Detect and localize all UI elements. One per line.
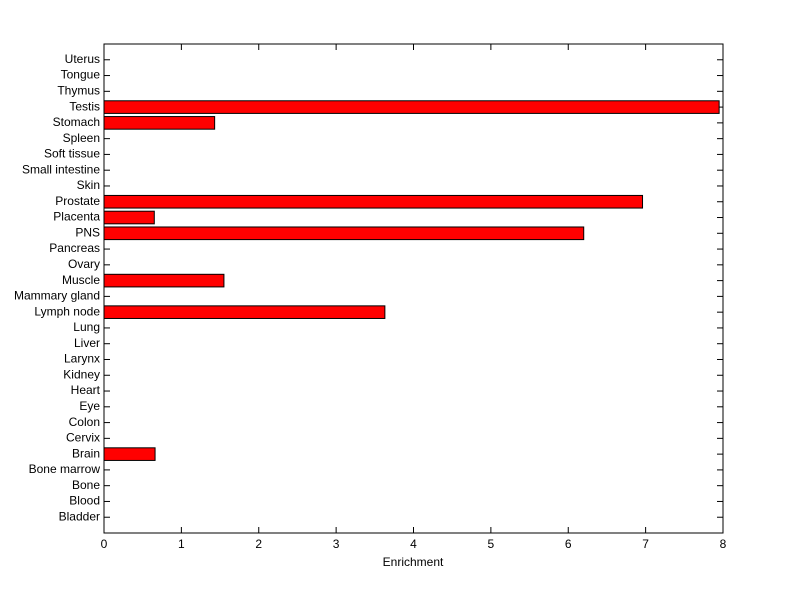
y-tick-label: Uterus [65,52,100,66]
y-tick-label: Eye [79,399,100,413]
y-tick-label: Spleen [63,131,100,145]
y-tick-label: Soft tissue [44,147,100,161]
y-tick-label: Testis [69,99,100,113]
bar [103,210,155,225]
y-tick-label: Prostate [55,194,100,208]
x-tick-label: 1 [178,537,185,551]
x-tick-label: 2 [255,537,262,551]
bar [103,226,585,241]
y-tick-label: Bone marrow [29,462,101,476]
y-tick-label: Placenta [53,210,100,224]
x-tick-label: 0 [101,537,108,551]
y-tick-label: Small intestine [22,162,100,176]
y-tick-label: Brain [72,446,100,460]
y-tick-label: Tongue [61,68,101,82]
y-tick-label: Heart [71,383,101,397]
y-tick-label: Lung [73,320,100,334]
y-tick-label: Pancreas [49,241,100,255]
x-tick-label: 4 [410,537,417,551]
y-tick-label: Cervix [66,431,100,445]
y-tick-label: PNS [75,225,100,239]
bar [103,100,720,114]
x-tick-label: 5 [488,537,495,551]
y-tick-label: Colon [69,415,100,429]
y-tick-label: Bone [72,478,100,492]
x-tick-label: 6 [565,537,572,551]
bar [103,194,644,209]
bar [103,447,156,461]
y-tick-label: Liver [74,336,100,350]
y-tick-label: Kidney [63,367,100,381]
x-axis-label: Enrichment [383,555,444,569]
bar [103,305,386,319]
y-tick-label: Bladder [59,509,100,523]
bar [103,116,216,130]
x-tick-label: 7 [642,537,649,551]
y-tick-label: Muscle [62,273,100,287]
y-tick-label: Blood [69,494,100,508]
y-tick-label: Larynx [64,352,100,366]
y-tick-label: Lymph node [34,304,100,318]
y-tick-label: Thymus [57,83,100,97]
x-tick-label: 3 [333,537,340,551]
bar [103,273,225,288]
x-tick-label: 8 [720,537,727,551]
y-tick-label: Mammary gland [14,289,100,303]
y-tick-label: Ovary [68,257,100,271]
y-tick-label: Skin [77,178,100,192]
y-tick-label: Stomach [53,115,100,129]
